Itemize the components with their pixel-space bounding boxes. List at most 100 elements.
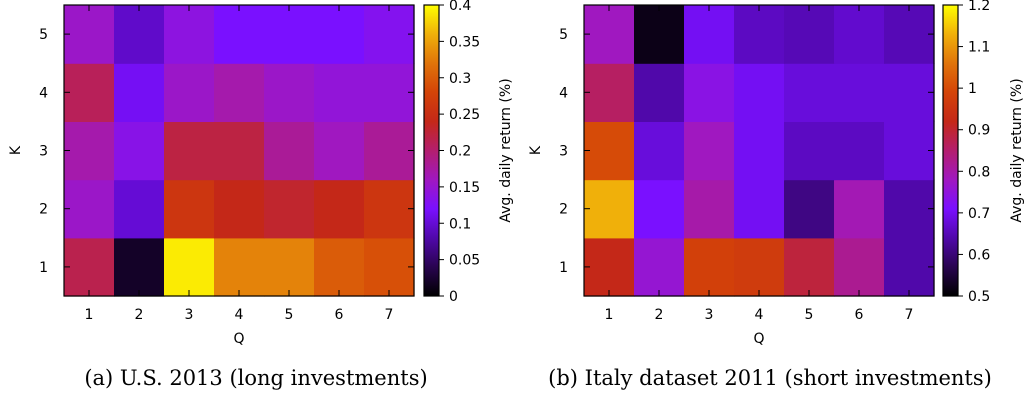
- colorbar-tick-label-b-0.7: 0.7: [968, 206, 990, 222]
- y-tick-label-b-4: 4: [559, 85, 568, 101]
- heatmap-cell-a-k2-q7: [364, 179, 415, 239]
- heatmap-cell-b-k5-q3: [684, 5, 735, 64]
- heatmap-cell-b-k2-q2: [634, 179, 685, 239]
- colorbar-tick-label-a-0.4: 0.4: [449, 0, 471, 14]
- x-tick-label-b-3: 3: [705, 307, 714, 323]
- heatmap-cell-a-k2-q2: [114, 179, 165, 239]
- x-tick-label-a-6: 6: [335, 307, 344, 323]
- heatmap-cell-a-k5-q5: [264, 5, 315, 64]
- y-tick-label-b-5: 5: [559, 27, 568, 43]
- heatmap-cell-b-k5-q2: [634, 5, 685, 64]
- heatmap-cell-a-k5-q3: [164, 5, 215, 64]
- heatmap-cell-a-k4-q7: [364, 63, 415, 122]
- heatmap-cell-b-k1-q4: [734, 237, 785, 297]
- y-tick-label-a-2: 2: [39, 202, 48, 218]
- heatmap-cell-b-k4-q2: [634, 63, 685, 122]
- heatmap-cell-b-k5-q7: [884, 5, 935, 64]
- heatmap-cell-a-k3-q6: [314, 121, 365, 181]
- x-ticks-a: 1 2 3 4 5 6 7: [85, 5, 394, 323]
- y-axis-label-a: K: [8, 145, 24, 155]
- y-tick-label-b-2: 2: [559, 202, 568, 218]
- colorbar-tick-label-b-0.5: 0.5: [968, 289, 990, 305]
- x-tick-label-a-3: 3: [185, 307, 194, 323]
- heatmap-cell-a-k2-q6: [314, 179, 365, 239]
- heatmap-cell-a-k3-q4: [214, 121, 265, 181]
- x-ticks-b: 1 2 3 4 5 6 7: [605, 5, 913, 323]
- heatmap-cell-b-k3-q4: [734, 121, 785, 181]
- heatmap-cell-a-k2-q5: [264, 179, 315, 239]
- heatmap-cell-a-k1-q3: [164, 237, 215, 297]
- x-tick-label-a-4: 4: [235, 307, 244, 323]
- heatmap-cell-a-k4-q6: [314, 63, 365, 122]
- heatmap-cell-b-k3-q2: [634, 121, 685, 181]
- caption-b: (b) Italy dataset 2011 (short investment…: [548, 366, 992, 390]
- colorbar-tick-label-b-0.9: 0.9: [968, 123, 990, 139]
- heatmap-cell-b-k5-q4: [734, 5, 785, 64]
- heatmap-cell-a-k5-q2: [114, 5, 165, 64]
- x-tick-label-a-2: 2: [135, 307, 144, 323]
- colorbar-tick-label-a-0.35: 0.35: [449, 34, 480, 50]
- heatmap-cells-a: [64, 5, 415, 297]
- x-tick-label-a-5: 5: [285, 307, 294, 323]
- colorbar-b: [943, 5, 958, 296]
- heatmap-cell-b-k4-q4: [734, 63, 785, 122]
- heatmap-cell-b-k2-q5: [784, 179, 835, 239]
- heatmap-cell-b-k2-q4: [734, 179, 785, 239]
- y-ticks-b: 1 2 3 4 5: [559, 27, 934, 276]
- heatmap-cell-a-k2-q4: [214, 179, 265, 239]
- y-axis-label-b: K: [528, 145, 544, 155]
- heatmap-cell-b-k2-q1: [584, 179, 635, 239]
- colorbar-tick-label-b-0.6: 0.6: [968, 247, 990, 263]
- heatmap-cell-b-k3-q7: [884, 121, 935, 181]
- colorbar-tick-label-b-1.1: 1.1: [968, 40, 990, 56]
- heatmap-cell-a-k2-q3: [164, 179, 215, 239]
- heatmap-cell-b-k4-q3: [684, 63, 735, 122]
- colorbar-a: [424, 5, 439, 296]
- heatmap-cell-a-k1-q7: [364, 237, 415, 297]
- heatmap-cell-a-k3-q3: [164, 121, 215, 181]
- heatmap-cell-b-k1-q5: [784, 237, 835, 297]
- heatmap-cell-b-k3-q1: [584, 121, 635, 181]
- colorbar-tick-label-b-1.2: 1.2: [968, 0, 990, 14]
- colorbar-label-b: Avg. daily return (%): [1009, 78, 1025, 222]
- heatmap-cell-b-k5-q5: [784, 5, 835, 64]
- x-tick-label-b-1: 1: [605, 307, 614, 323]
- heatmap-cell-a-k1-q2: [114, 237, 165, 297]
- heatmap-cell-b-k2-q3: [684, 179, 735, 239]
- heatmap-cell-b-k1-q6: [834, 237, 885, 297]
- x-tick-label-b-5: 5: [805, 307, 814, 323]
- x-tick-label-b-6: 6: [855, 307, 864, 323]
- colorbar-tick-label-a-0.1: 0.1: [449, 216, 471, 232]
- heatmap-cell-b-k3-q6: [834, 121, 885, 181]
- heatmap-cell-a-k1-q1: [64, 237, 115, 297]
- colorbar-tick-label-a-0: 0: [449, 289, 458, 305]
- colorbar-frame-b: [942, 4, 959, 297]
- heatmap-cell-a-k3-q1: [64, 121, 115, 181]
- heatmap-cell-b-k1-q1: [584, 237, 635, 297]
- x-axis-label-a: Q: [233, 331, 244, 347]
- heatmap-cell-b-k1-q7: [884, 237, 935, 297]
- heatmap-cells-b: [584, 5, 935, 297]
- colorbar-label-a: Avg. daily return (%): [498, 78, 514, 222]
- heatmap-cell-a-k5-q7: [364, 5, 415, 64]
- y-tick-label-a-3: 3: [39, 144, 48, 160]
- heatmap-cell-b-k3-q5: [784, 121, 835, 181]
- colorbar-tick-label-a-0.15: 0.15: [449, 180, 480, 196]
- y-tick-label-a-4: 4: [39, 85, 48, 101]
- heatmap-cell-a-k3-q5: [264, 121, 315, 181]
- heatmap-cell-b-k5-q6: [834, 5, 885, 64]
- x-tick-label-a-7: 7: [385, 307, 394, 323]
- heatmap-cell-b-k2-q7: [884, 179, 935, 239]
- x-tick-label-a-1: 1: [85, 307, 94, 323]
- heatmap-cell-a-k3-q7: [364, 121, 415, 181]
- colorbar-tick-label-a-0.05: 0.05: [449, 253, 480, 269]
- colorbar-ticks-a: 0 0.05 0.1 0.15 0.2 0.25 0.3 0.35 0.4: [439, 0, 480, 305]
- y-tick-label-b-1: 1: [559, 260, 568, 276]
- x-tick-label-b-4: 4: [755, 307, 764, 323]
- y-tick-label-a-1: 1: [39, 260, 48, 276]
- heatmap-cell-a-k5-q1: [64, 5, 115, 64]
- heatmap-panel-a: 1 2 3 4 5 6 7 1 2 3 4 5 Q K 0 0.05 0.1 0.15 0.2 0.25 0.3…: [8, 0, 514, 390]
- heatmap-cell-b-k4-q1: [584, 63, 635, 122]
- colorbar-tick-label-a-0.25: 0.25: [449, 107, 480, 123]
